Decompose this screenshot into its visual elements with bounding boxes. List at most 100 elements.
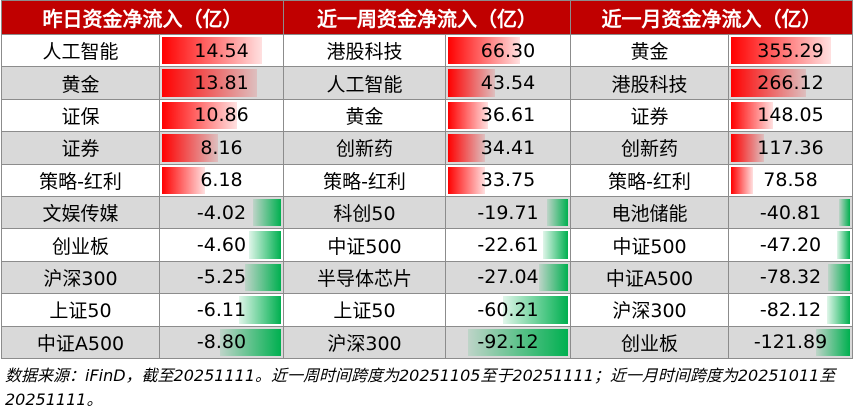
value-text: -4.60 xyxy=(196,234,247,257)
value-text: -22.61 xyxy=(477,234,539,257)
row-name: 中证500 xyxy=(283,228,446,262)
outflow-bar xyxy=(547,198,568,227)
row-name: 人工智能 xyxy=(283,66,446,100)
row-name: 黄金 xyxy=(283,98,446,133)
inflow-bar xyxy=(731,134,764,162)
row-value: 13.81 xyxy=(159,66,284,100)
row-name: 沪深300 xyxy=(283,325,446,359)
row-value: 8.16 xyxy=(159,131,284,165)
value-text: 6.18 xyxy=(200,169,243,192)
value-text: -121.89 xyxy=(753,331,828,354)
value-text: 13.81 xyxy=(194,72,249,95)
outflow-bar xyxy=(245,263,281,292)
inflow-bar xyxy=(448,37,520,65)
header-month: 近一月资金净流入（亿） xyxy=(570,0,853,35)
row-name: 科创50 xyxy=(283,195,446,230)
inflow-bar xyxy=(731,37,831,65)
row-name: 策略-红利 xyxy=(570,163,729,197)
value-text: -4.02 xyxy=(196,201,247,224)
value-text: 33.75 xyxy=(480,169,536,192)
row-value: 14.54 xyxy=(159,33,284,68)
inflow-bar xyxy=(162,134,218,162)
row-value: -82.12 xyxy=(728,293,853,327)
row-value: 43.54 xyxy=(445,66,571,100)
outflow-bar xyxy=(828,263,850,292)
row-value: 355.29 xyxy=(728,33,853,68)
inflow-bar xyxy=(162,69,257,97)
row-value: -121.89 xyxy=(728,325,853,359)
value-text: 148.05 xyxy=(757,104,824,127)
row-name: 策略-红利 xyxy=(1,163,160,197)
value-text: 78.58 xyxy=(763,169,818,192)
table-row: 文娱传媒 -4.02 科创50 -19.71 电池储能 -40.81 xyxy=(1,195,853,230)
value-text: 14.54 xyxy=(194,39,249,62)
header-row: 昨日资金净流入（亿） 近一周资金净流入（亿） 近一月资金净流入（亿） xyxy=(1,0,853,35)
row-name: 证券 xyxy=(1,131,160,165)
inflow-bar xyxy=(448,101,488,130)
row-name: 上证50 xyxy=(1,293,160,327)
inflow-bar xyxy=(448,166,485,194)
table-row: 上证50 -6.11 上证50 -60.21 沪深300 -82.12 xyxy=(1,293,853,327)
row-value: -19.71 xyxy=(445,195,571,230)
value-text: -5.25 xyxy=(196,266,247,289)
value-text: 10.86 xyxy=(194,104,249,127)
row-name: 人工智能 xyxy=(1,33,160,68)
row-name: 创新药 xyxy=(283,131,446,165)
row-name: 黄金 xyxy=(570,33,729,68)
outflow-bar xyxy=(837,231,850,259)
value-text: -60.21 xyxy=(477,298,539,321)
table-row: 证保 10.86 黄金 36.61 证券 148.05 xyxy=(1,98,853,133)
row-name: 中证A500 xyxy=(1,325,160,359)
row-name: 证券 xyxy=(570,98,729,133)
value-text: 8.16 xyxy=(200,136,243,159)
value-text: 66.30 xyxy=(480,39,536,62)
inflow-bar xyxy=(448,69,495,97)
row-value: -5.25 xyxy=(159,260,284,295)
value-text: 43.54 xyxy=(480,72,536,95)
value-text: -8.80 xyxy=(196,331,247,354)
row-name: 中证500 xyxy=(570,228,729,262)
table-row: 证券 8.16 创新药 34.41 创新药 117.36 xyxy=(1,131,853,165)
inflow-bar xyxy=(162,101,237,130)
row-value: -40.81 xyxy=(728,195,853,230)
inflow-bar xyxy=(731,101,773,130)
row-name: 黄金 xyxy=(1,66,160,100)
row-value: -8.80 xyxy=(159,325,284,359)
inflow-bar xyxy=(448,134,485,162)
row-name: 港股科技 xyxy=(283,33,446,68)
value-text: 34.41 xyxy=(480,136,536,159)
row-value: 6.18 xyxy=(159,163,284,197)
row-value: -4.60 xyxy=(159,228,284,262)
row-value: -6.11 xyxy=(159,293,284,327)
row-value: 117.36 xyxy=(728,131,853,165)
outflow-bar xyxy=(839,198,850,227)
row-value: -47.20 xyxy=(728,228,853,262)
outflow-bar xyxy=(249,231,281,259)
outflow-bar xyxy=(827,296,850,324)
row-value: 10.86 xyxy=(159,98,284,133)
table-row: 策略-红利 6.18 策略-红利 33.75 策略-红利 78.58 xyxy=(1,163,853,197)
header-week: 近一周资金净流入（亿） xyxy=(283,0,571,35)
value-text: 266.12 xyxy=(757,72,824,95)
row-name: 中证A500 xyxy=(570,260,729,295)
row-value: 266.12 xyxy=(728,66,853,100)
row-name: 上证50 xyxy=(283,293,446,327)
row-name: 证保 xyxy=(1,98,160,133)
outflow-bar xyxy=(220,328,281,356)
table-row: 创业板 -4.60 中证500 -22.61 中证500 -47.20 xyxy=(1,228,853,262)
value-text: 355.29 xyxy=(757,39,824,62)
row-name: 电池储能 xyxy=(570,195,729,230)
table-row: 人工智能 14.54 港股科技 66.30 黄金 355.29 xyxy=(1,33,853,68)
row-value: 34.41 xyxy=(445,131,571,165)
inflow-bar xyxy=(162,37,262,65)
value-text: -27.04 xyxy=(477,266,539,289)
row-name: 创业板 xyxy=(1,228,160,262)
value-text: -82.12 xyxy=(759,298,822,321)
header-yesterday: 昨日资金净流入（亿） xyxy=(1,0,284,35)
row-name: 港股科技 xyxy=(570,66,729,100)
row-value: -4.02 xyxy=(159,195,284,230)
value-text: -47.20 xyxy=(759,234,822,257)
outflow-bar xyxy=(816,328,850,356)
row-name: 沪深300 xyxy=(1,260,160,295)
